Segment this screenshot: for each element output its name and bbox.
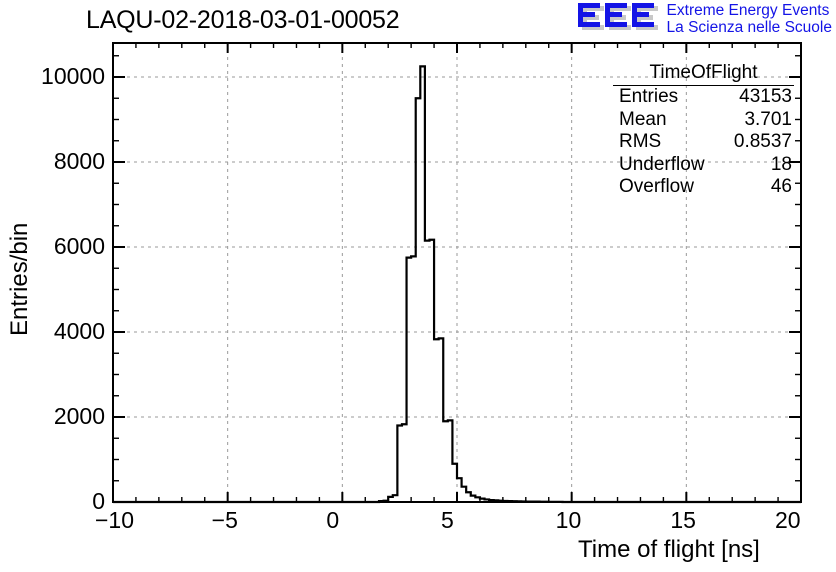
stats-row-key: Underflow [619,153,705,175]
y-tick-label: 8000 [53,148,105,174]
stats-row: RMS 0.8537 [613,131,794,154]
x-tick-label: 5 [441,507,454,533]
stats-row-value: 18 [770,153,792,175]
stats-row-key: Entries [619,86,679,107]
y-tick-label: 10000 [41,63,105,89]
stats-row: Mean 3.701 [613,109,794,132]
page-title: LAQU-02-2018-03-01-00052 [86,6,400,34]
stats-row-key: Mean [619,108,667,130]
eee-logo-line2: La Scienza nelle Scuole [666,18,832,36]
x-tick-label: 15 [670,507,696,533]
histogram-step-line [113,65,801,504]
stats-box-rows: Entries 43153 Mean 3.701 RMS 0.8537 Underflow 1… [613,86,794,199]
stats-row-key: RMS [619,131,662,152]
stats-row-value: 46 [770,176,792,197]
stats-row-value: 3.701 [744,108,792,130]
x-axis-title: Time of flight [ns] [578,536,760,563]
x-tick-label: −5 [211,507,238,533]
stats-row-value: 0.8537 [733,131,792,152]
stats-row-key: Overflow [619,176,694,197]
eee-logo-text: Extreme Energy Events La Scienza nelle S… [667,2,832,36]
eee-logo-line1: Extreme Energy Events [666,2,830,19]
stats-row: Underflow 18 [613,154,794,177]
stats-row: Entries 43153 [613,86,794,109]
axis-ticks [112,43,802,503]
y-tick-label: 0 [92,488,105,514]
x-tick-label: 0 [326,507,340,533]
y-tick-label: 4000 [53,318,105,344]
y-tick-label: 6000 [53,233,105,259]
grid-lines [113,43,801,502]
eee-logo-mark [575,2,661,34]
stats-row-value: 43153 [739,86,792,107]
eee-logo: Extreme Energy Events La Scienza nelle S… [575,2,832,36]
stats-row: Overflow 46 [613,176,794,199]
x-tick-label: 10 [555,507,582,533]
y-tick-label: 2000 [53,403,105,429]
stats-box-title: TimeOfFlight [613,62,794,86]
x-tick-label: 20 [775,507,801,533]
x-tick-label: −10 [95,507,135,533]
stats-box: TimeOfFlight Entries 43153 Mean 3.701 RMS 0.8… [613,62,794,199]
